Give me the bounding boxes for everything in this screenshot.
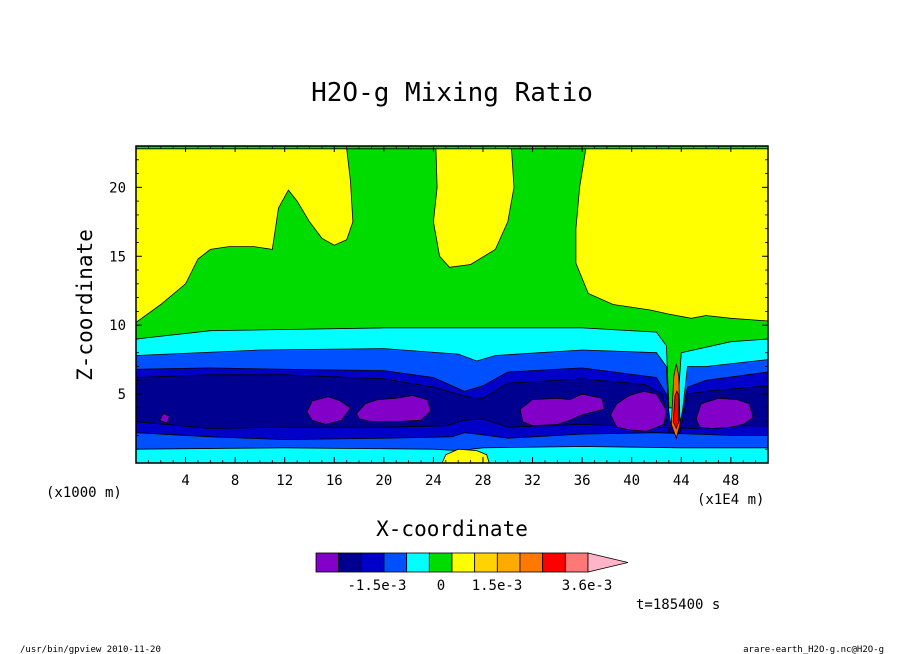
colorbar-swatch xyxy=(338,552,362,573)
colorbar-swatch xyxy=(451,552,476,573)
colorbar-label: 0 xyxy=(437,578,445,594)
colorbar-label: -1.5e-3 xyxy=(347,578,406,594)
y-tick-label: 10 xyxy=(109,318,126,334)
x-tick-label: 8 xyxy=(231,473,239,489)
contour-region xyxy=(356,395,432,423)
colorbar-swatch xyxy=(542,552,566,573)
colorbar-swatch xyxy=(406,552,430,573)
colorbar-swatch xyxy=(519,552,544,573)
colorbar-label: 1.5e-3 xyxy=(472,578,523,594)
x-unit-label: (x1E4 m) xyxy=(697,492,764,508)
x-tick-label: 48 xyxy=(722,473,739,489)
colorbar-swatch xyxy=(315,552,340,573)
colorbar-swatch xyxy=(383,552,408,573)
colorbar-swatch xyxy=(360,552,385,573)
colorbar-swatch xyxy=(564,552,589,573)
colorbar-swatch xyxy=(428,552,453,573)
footer-left: /usr/bin/gpview 2010-11-20 xyxy=(20,645,161,654)
x-tick-label: 36 xyxy=(574,473,591,489)
x-axis-label: X-coordinate xyxy=(376,517,528,541)
y-axis-label: Z-coordinate xyxy=(73,229,97,381)
contour-region xyxy=(695,397,754,429)
contour-region xyxy=(610,390,667,432)
y-tick-label: 15 xyxy=(109,249,126,265)
y-tick-label: 5 xyxy=(118,387,126,403)
plot-area xyxy=(135,145,769,464)
footer-right: arare-earth_H2O-g.nc@H2O-g xyxy=(743,645,884,654)
x-tick-label: 16 xyxy=(326,473,343,489)
contour-region xyxy=(672,390,680,430)
contour-region xyxy=(158,412,171,424)
x-tick-label: 12 xyxy=(276,473,293,489)
x-tick-label: 24 xyxy=(425,473,442,489)
x-tick-label: 40 xyxy=(623,473,640,489)
contour-region xyxy=(135,148,769,324)
contour-region xyxy=(519,393,605,427)
colorbar: -1.5e-3 0 1.5e-3 3.6e-3 xyxy=(315,552,629,594)
plot-frame xyxy=(135,145,769,464)
colorbar-extend-arrow xyxy=(587,552,629,573)
contour-region xyxy=(306,396,351,425)
x-tick-label: 44 xyxy=(673,473,690,489)
y-unit-label: (x1000 m) xyxy=(46,485,122,501)
time-label: t=185400 s xyxy=(636,597,720,613)
x-tick-label: 20 xyxy=(375,473,392,489)
chart-title: H2O-g Mixing Ratio xyxy=(311,78,593,108)
colorbar-swatch xyxy=(496,552,521,573)
x-tick-label: 28 xyxy=(475,473,492,489)
y-tick-label: 20 xyxy=(109,180,126,196)
colorbar-label: 3.6e-3 xyxy=(562,578,613,594)
contour-region xyxy=(135,374,769,434)
x-tick-label: 4 xyxy=(181,473,189,489)
colorbar-swatch xyxy=(474,552,498,573)
x-tick-label: 32 xyxy=(524,473,541,489)
